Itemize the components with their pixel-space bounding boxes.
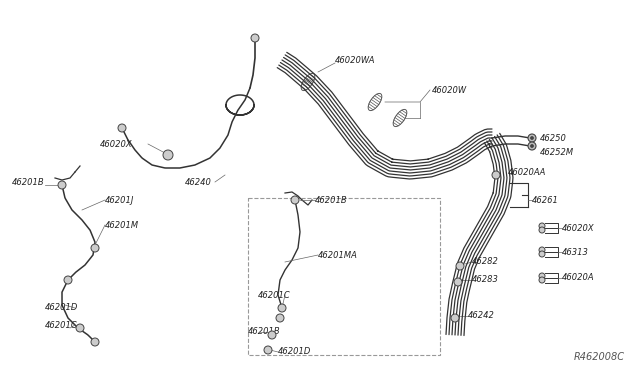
Circle shape: [278, 304, 286, 312]
Circle shape: [118, 124, 126, 132]
Circle shape: [163, 150, 173, 160]
Circle shape: [528, 134, 536, 142]
Text: 46020A: 46020A: [562, 273, 595, 282]
Text: 46201B: 46201B: [248, 327, 280, 337]
Circle shape: [276, 314, 284, 322]
Circle shape: [58, 181, 66, 189]
Circle shape: [456, 262, 464, 270]
Text: 46201J: 46201J: [105, 196, 134, 205]
Text: 46261: 46261: [532, 196, 559, 205]
Circle shape: [539, 273, 545, 279]
Circle shape: [531, 144, 534, 148]
Text: 46242: 46242: [468, 311, 495, 321]
Circle shape: [531, 137, 534, 140]
Text: 46252M: 46252M: [540, 148, 574, 157]
Circle shape: [251, 34, 259, 42]
Circle shape: [91, 338, 99, 346]
Circle shape: [454, 278, 462, 286]
Circle shape: [539, 277, 545, 283]
Circle shape: [492, 171, 500, 179]
Text: 46201B: 46201B: [315, 196, 348, 205]
Circle shape: [539, 227, 545, 233]
Text: 46250: 46250: [540, 134, 567, 142]
Circle shape: [268, 331, 276, 339]
Text: 46201D: 46201D: [278, 347, 312, 356]
Text: 46020W: 46020W: [432, 86, 467, 94]
Text: 46313: 46313: [562, 247, 589, 257]
Circle shape: [539, 251, 545, 257]
Text: 46240: 46240: [185, 177, 212, 186]
Circle shape: [76, 324, 84, 332]
Text: 46201C: 46201C: [45, 321, 77, 330]
Text: 46201B: 46201B: [12, 177, 45, 186]
Circle shape: [291, 196, 299, 204]
Circle shape: [451, 314, 459, 322]
Circle shape: [539, 223, 545, 229]
Circle shape: [264, 346, 272, 354]
Text: 46020AA: 46020AA: [508, 167, 547, 176]
Text: 46201M: 46201M: [105, 221, 139, 230]
Text: 46201D: 46201D: [45, 304, 78, 312]
Text: 46201MA: 46201MA: [318, 250, 358, 260]
Circle shape: [64, 276, 72, 284]
Text: 46020X: 46020X: [562, 224, 595, 232]
Circle shape: [528, 142, 536, 150]
Text: R462008C: R462008C: [574, 352, 625, 362]
Text: 46283: 46283: [472, 276, 499, 285]
Circle shape: [91, 244, 99, 252]
Text: 46282: 46282: [472, 257, 499, 266]
Text: 46201C: 46201C: [258, 291, 291, 299]
Text: 46020WA: 46020WA: [335, 55, 376, 64]
Circle shape: [539, 247, 545, 253]
Text: 46020X: 46020X: [100, 140, 132, 148]
